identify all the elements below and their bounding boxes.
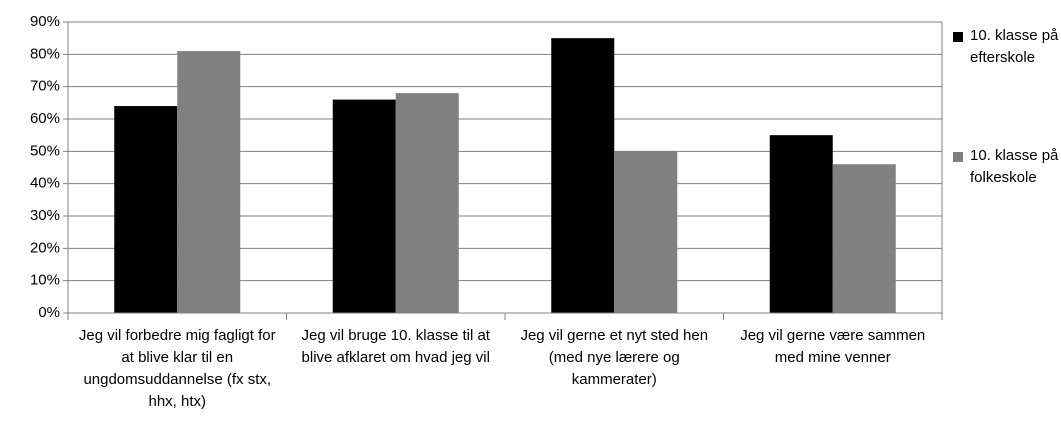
bar <box>769 135 833 313</box>
y-tick-label: 20% <box>30 239 60 256</box>
y-tick-label: 60% <box>30 110 60 127</box>
legend-label: 10. klasse på folkeskole <box>970 147 1059 186</box>
bar <box>114 106 178 313</box>
y-tick-label: 70% <box>30 78 60 95</box>
y-tick-label: 40% <box>30 175 60 192</box>
bar <box>395 93 459 313</box>
y-tick-label: 80% <box>30 45 60 62</box>
x-tick-label: Jeg vil gerne være sammen med mine venne… <box>740 327 926 366</box>
x-tick-label: Jeg vil gerne et nyt sted hen (med nye l… <box>520 327 709 388</box>
legend-swatch <box>953 32 963 42</box>
legend-label: 10. klasse på efterskole <box>970 27 1059 66</box>
bar <box>177 51 241 313</box>
legend-swatch <box>953 152 963 162</box>
y-tick-label: 50% <box>30 142 60 159</box>
y-tick-label: 90% <box>30 13 60 30</box>
x-tick-label: Jeg vil forbedre mig fagligt for at bliv… <box>78 327 276 410</box>
x-tick-label: Jeg vil bruge 10. klasse til at blive af… <box>301 327 490 366</box>
y-tick-label: 10% <box>30 272 60 289</box>
y-tick-label: 0% <box>38 304 60 321</box>
bar <box>551 38 615 314</box>
bar <box>832 164 896 313</box>
bar <box>614 151 678 313</box>
y-tick-label: 30% <box>30 207 60 224</box>
bar <box>332 99 396 313</box>
